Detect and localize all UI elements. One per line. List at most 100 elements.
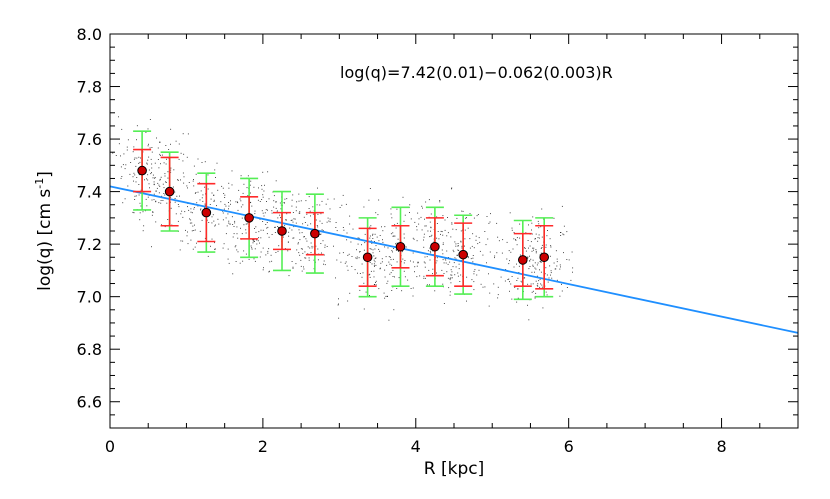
scatter-point — [432, 268, 434, 270]
scatter-point — [423, 246, 425, 248]
scatter-point — [417, 212, 419, 214]
scatter-point — [254, 210, 256, 212]
scatter-point — [194, 192, 196, 194]
scatter-point — [534, 262, 536, 264]
scatter-point — [280, 217, 281, 219]
scatter-point — [168, 149, 170, 150]
scatter-point — [295, 222, 297, 224]
scatter-point — [505, 269, 507, 270]
scatter-point — [438, 238, 440, 240]
scatter-point — [159, 179, 161, 181]
x-tick-label: 0 — [105, 437, 115, 456]
scatter-point — [375, 282, 376, 283]
scatter-point — [403, 220, 405, 222]
scatter-point — [148, 143, 149, 145]
y-tick-label: 8.0 — [77, 25, 102, 44]
scatter-point — [423, 277, 425, 279]
scatter-point — [449, 279, 451, 281]
scatter-point — [267, 252, 269, 254]
scatter-point — [250, 201, 252, 203]
scatter-point — [164, 226, 166, 228]
scatter-point — [305, 200, 307, 202]
scatter-point — [364, 233, 366, 235]
scatter-point — [472, 233, 474, 235]
scatter-point — [502, 239, 504, 241]
scatter-point — [214, 225, 216, 227]
scatter-point — [124, 168, 126, 170]
scatter-point — [478, 269, 480, 271]
scatter-point — [254, 248, 256, 250]
binned-point — [458, 249, 468, 260]
scatter-point — [153, 181, 155, 183]
scatter-point — [476, 274, 478, 276]
scatter-point — [453, 251, 455, 253]
scatter-point — [518, 265, 520, 267]
scatter-point — [546, 294, 548, 296]
scatter-point — [214, 248, 215, 250]
scatter-point — [446, 271, 448, 273]
scatter-point — [183, 182, 185, 184]
scatter-point — [306, 213, 308, 215]
scatter-point — [166, 158, 167, 160]
scatter-point — [482, 254, 484, 256]
scatter-point — [529, 266, 531, 267]
scatter-point — [528, 268, 530, 270]
scatter-point — [335, 277, 336, 279]
scatter-point — [157, 182, 159, 184]
scatter-point — [275, 201, 277, 203]
scatter-point — [527, 257, 529, 259]
scatter-point — [464, 245, 465, 247]
scatter-point — [222, 212, 224, 214]
scatter-point — [162, 200, 164, 201]
scatter-point — [461, 210, 463, 212]
scatter-point — [164, 173, 166, 175]
scatter-point — [235, 201, 237, 203]
scatter-point — [493, 283, 495, 285]
scatter-point — [374, 241, 375, 242]
scatter-point — [188, 182, 190, 183]
scatter-point — [531, 271, 533, 273]
scatter-point — [245, 253, 247, 255]
scatter-point — [235, 261, 237, 262]
scatter-point — [513, 266, 515, 268]
scatter-point — [534, 267, 536, 269]
scatter-point — [346, 232, 348, 234]
scatter-point — [460, 230, 462, 232]
scatter-point — [419, 275, 421, 277]
scatter-point — [319, 204, 321, 206]
scatter-point — [531, 250, 533, 252]
scatter-point — [398, 277, 400, 279]
scatter-point — [329, 221, 331, 223]
scatter-point — [262, 212, 264, 214]
scatter-point — [325, 203, 327, 205]
scatter-point — [279, 214, 281, 216]
scatter-point — [228, 205, 230, 207]
scatter-point — [464, 238, 466, 240]
scatter-point — [246, 223, 248, 225]
scatter-point — [237, 201, 238, 203]
scatter-point — [230, 200, 231, 202]
scatter-point — [237, 202, 239, 204]
scatter-point — [133, 146, 135, 148]
scatter-point — [263, 267, 264, 269]
scatter-point — [424, 277, 426, 279]
scatter-point — [452, 249, 454, 251]
scatter-point — [457, 249, 459, 251]
scatter-point — [488, 273, 489, 275]
scatter-point — [562, 233, 564, 235]
scatter-point — [228, 187, 230, 189]
scatter-point — [211, 238, 213, 240]
scatter-point — [291, 229, 293, 231]
scatter-point — [544, 273, 546, 275]
scatter-point — [369, 248, 371, 250]
scatter-point — [336, 259, 338, 261]
scatter-point — [532, 216, 534, 218]
scatter-point — [317, 226, 319, 228]
scatter-point — [180, 213, 182, 215]
scatter-point — [423, 236, 425, 238]
scatter-point — [476, 215, 478, 217]
scatter-point — [376, 236, 378, 238]
scatter-point — [262, 269, 264, 271]
scatter-point — [140, 189, 142, 191]
scatter-point — [451, 277, 453, 279]
